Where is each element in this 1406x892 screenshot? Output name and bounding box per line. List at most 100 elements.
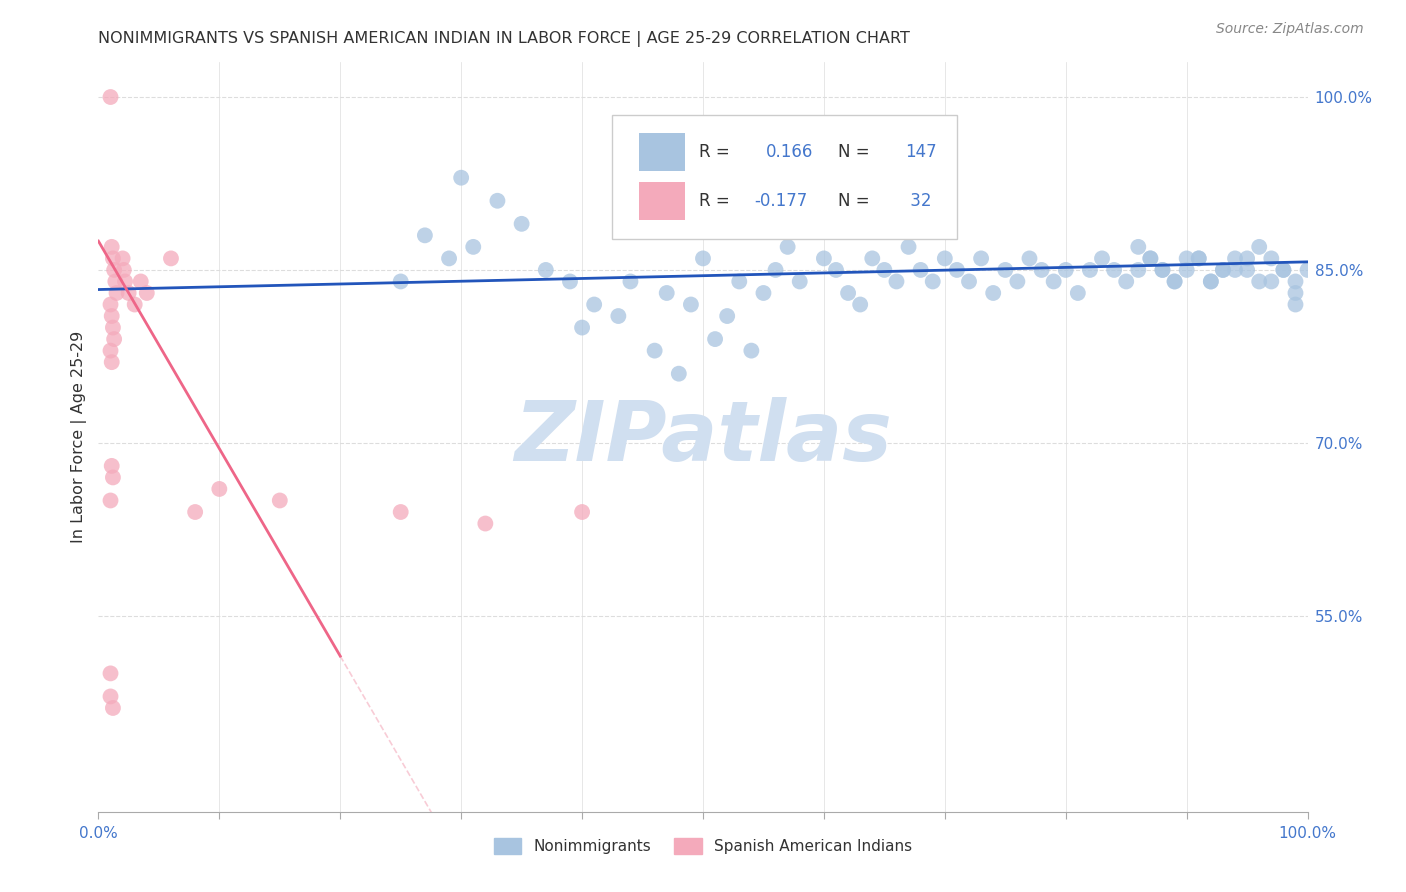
Point (1212, 263, 1234, 277)
Point (1236, 252, 1258, 266)
Point (1115, 275, 1137, 289)
Point (583, 297, 606, 311)
Point (510, 217, 533, 231)
Point (1152, 263, 1174, 277)
Point (776, 240, 799, 254)
Bar (638, 133, 685, 171)
Point (1139, 252, 1161, 266)
Point (486, 194, 509, 208)
Text: N =: N = (838, 192, 876, 211)
Point (921, 275, 943, 289)
Point (1236, 263, 1258, 277)
Point (1175, 263, 1198, 277)
Point (1188, 252, 1211, 266)
Point (886, 275, 908, 289)
Point (208, 482, 231, 496)
Point (957, 275, 980, 289)
Point (135, 285, 157, 300)
Point (571, 505, 593, 519)
Point (389, 275, 412, 289)
Y-axis label: In Labor Force | Age 25-29: In Labor Force | Age 25-29 (72, 331, 87, 543)
Point (1249, 240, 1271, 254)
Point (1223, 252, 1246, 266)
Point (389, 505, 412, 519)
Point (1223, 263, 1246, 277)
Text: 0.0%: 0.0% (79, 826, 118, 840)
Point (571, 320, 593, 334)
Point (655, 285, 678, 300)
Point (100, 458, 122, 473)
Legend: Nonimmigrants, Spanish American Indians: Nonimmigrants, Spanish American Indians (488, 832, 918, 860)
Point (1272, 263, 1295, 277)
Text: R =: R = (699, 192, 735, 211)
Point (1102, 263, 1125, 277)
Text: ZIPatlas: ZIPatlas (515, 397, 891, 477)
Point (1163, 275, 1185, 289)
Point (437, 252, 460, 266)
Point (118, 285, 141, 300)
Point (860, 252, 883, 266)
Point (450, 170, 472, 185)
Point (103, 263, 125, 277)
Point (1284, 285, 1306, 300)
Point (1163, 275, 1185, 289)
Point (112, 263, 135, 277)
Point (1272, 263, 1295, 277)
Point (752, 285, 775, 300)
Text: 32: 32 (905, 192, 931, 211)
Text: NONIMMIGRANTS VS SPANISH AMERICAN INDIAN IN LABOR FORCE | AGE 25-29 CORRELATION : NONIMMIGRANTS VS SPANISH AMERICAN INDIAN… (98, 31, 910, 47)
Point (1128, 263, 1150, 277)
Point (100, 343, 122, 358)
Point (1296, 263, 1319, 277)
Point (184, 505, 207, 519)
Point (1199, 275, 1222, 289)
Point (679, 297, 702, 311)
Point (765, 263, 787, 277)
Point (1018, 252, 1040, 266)
Text: R =: R = (699, 144, 735, 161)
Point (1091, 252, 1114, 266)
Point (1078, 263, 1101, 277)
Point (849, 297, 872, 311)
Point (873, 263, 896, 277)
Point (160, 252, 183, 266)
Point (1284, 275, 1306, 289)
Point (970, 252, 993, 266)
FancyBboxPatch shape (613, 115, 957, 238)
Text: -0.177: -0.177 (754, 192, 807, 211)
Point (103, 332, 125, 346)
Point (463, 240, 485, 254)
Point (1031, 263, 1053, 277)
Point (1067, 285, 1090, 300)
Text: N =: N = (838, 144, 876, 161)
Text: Source: ZipAtlas.com: Source: ZipAtlas.com (1216, 22, 1364, 37)
Point (1042, 275, 1064, 289)
Point (114, 275, 136, 289)
Point (100, 666, 122, 681)
Point (534, 263, 557, 277)
Point (1188, 252, 1211, 266)
Point (740, 343, 762, 358)
Point (910, 263, 932, 277)
Point (101, 470, 124, 484)
Point (619, 275, 641, 289)
Point (100, 355, 122, 369)
Point (946, 263, 969, 277)
Point (1199, 275, 1222, 289)
Point (558, 275, 581, 289)
Point (668, 367, 690, 381)
Point (129, 275, 152, 289)
Point (1249, 275, 1271, 289)
Text: 100.0%: 100.0% (1278, 826, 1337, 840)
Point (704, 332, 727, 346)
Point (413, 228, 436, 243)
Point (644, 343, 666, 358)
Point (111, 252, 134, 266)
Text: 147: 147 (905, 144, 936, 161)
Point (607, 309, 630, 323)
Point (934, 252, 956, 266)
Point (100, 493, 122, 508)
Point (1260, 252, 1282, 266)
Point (1139, 252, 1161, 266)
Bar (638, 182, 685, 220)
